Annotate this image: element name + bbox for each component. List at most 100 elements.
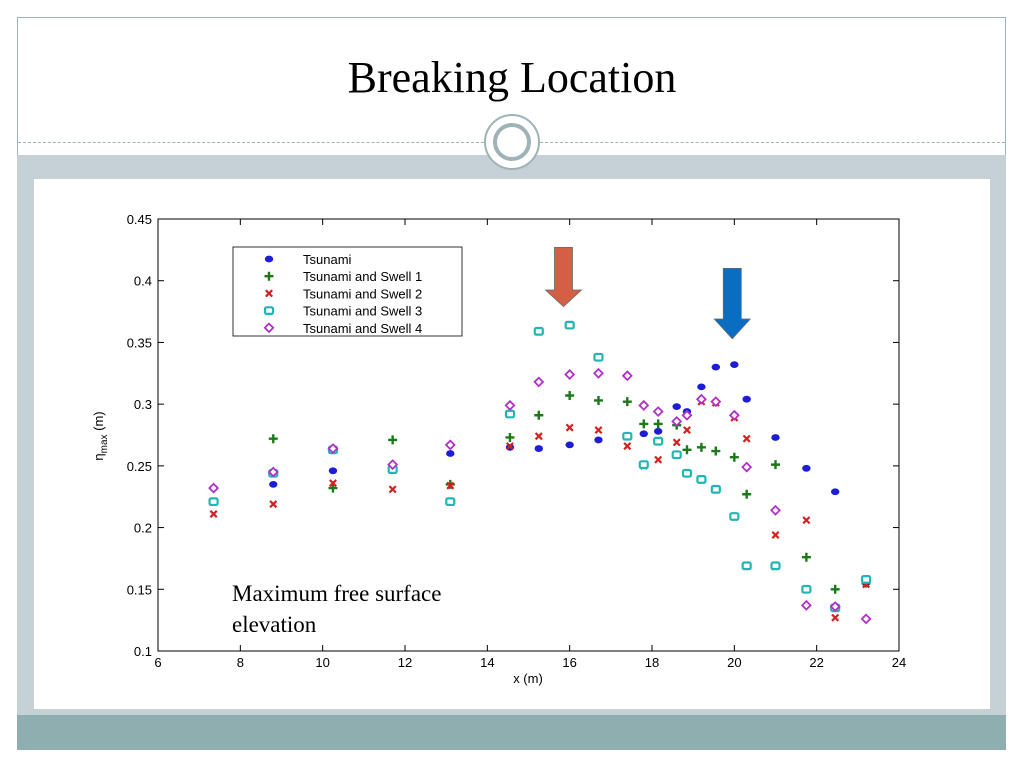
axis-ticks: 6 8 10 12 14 16 18 20 22 24 0.1 0.15 0.2 0.25 0.3 0.35 0…	[127, 212, 907, 670]
data-point	[388, 435, 398, 445]
data-point	[771, 460, 780, 470]
data-point	[639, 430, 648, 438]
x-axis-label: x (m)	[513, 671, 543, 686]
data-point	[328, 483, 338, 493]
data-point	[741, 461, 753, 473]
data-point	[504, 399, 516, 411]
data-point	[328, 467, 338, 475]
slide-title: Breaking Location	[347, 53, 677, 102]
data-point	[505, 432, 515, 442]
data-point	[860, 575, 872, 584]
y-tick-label: 0.4	[134, 274, 152, 289]
data-point	[269, 500, 278, 509]
data-point	[730, 361, 739, 369]
arrow-down-icon	[544, 246, 583, 308]
legend-label: Tsunami and Swell 1	[303, 269, 422, 284]
data-point	[208, 482, 220, 494]
data-point	[741, 561, 752, 571]
data-point	[672, 438, 681, 447]
legend: Tsunami Tsunami and Swell 1 Tsunami and Sw…	[232, 246, 463, 337]
data-point	[681, 468, 693, 478]
data-point	[652, 406, 664, 418]
data-point	[564, 320, 575, 330]
data-point	[565, 423, 574, 432]
data-point	[565, 441, 574, 449]
data-point	[534, 445, 543, 452]
legend-label: Tsunami and Swell 4	[303, 321, 422, 336]
data-point	[711, 446, 721, 456]
data-point	[671, 415, 683, 427]
y-tick-label: 0.3	[134, 397, 152, 412]
data-point	[269, 480, 278, 488]
data-point	[801, 584, 812, 594]
data-point	[327, 443, 339, 455]
data-point	[594, 426, 603, 435]
data-point	[770, 504, 781, 516]
data-point	[653, 436, 664, 446]
data-point	[267, 466, 279, 478]
data-point	[504, 409, 516, 419]
data-point	[534, 432, 543, 441]
legend-label: Tsunami and Swell 3	[303, 304, 422, 319]
legend-label: Tsunami	[303, 252, 352, 267]
data-point	[742, 395, 751, 403]
x-tick-label: 20	[727, 655, 741, 670]
data-point	[639, 419, 649, 429]
legend-marker	[264, 271, 274, 281]
x-tick-label: 16	[562, 655, 576, 670]
data-point	[446, 450, 455, 457]
data-point	[594, 436, 603, 444]
data-point	[387, 459, 399, 471]
arrow-down-icon	[713, 267, 752, 340]
y-tick-label: 0.45	[127, 212, 152, 227]
legend-marker	[265, 289, 273, 298]
x-tick-label: 24	[892, 655, 906, 670]
data-point	[830, 488, 840, 496]
x-tick-label: 18	[645, 655, 659, 670]
data-point	[697, 383, 706, 391]
data-point	[770, 561, 781, 571]
data-point	[209, 510, 218, 518]
x-tick-label: 12	[398, 655, 412, 670]
data-point	[623, 442, 632, 451]
data-point	[622, 397, 632, 407]
data-points	[208, 320, 872, 625]
data-point	[593, 395, 603, 405]
data-point	[593, 352, 604, 362]
data-point	[800, 599, 812, 611]
data-point	[802, 464, 811, 472]
data-point	[681, 409, 693, 421]
data-point	[711, 363, 721, 371]
data-point	[671, 450, 682, 460]
data-point	[696, 442, 706, 452]
data-point	[829, 601, 841, 613]
data-point	[802, 516, 811, 525]
data-point	[593, 367, 604, 379]
data-point	[564, 369, 576, 380]
data-point	[653, 427, 663, 435]
data-point	[444, 439, 456, 451]
annotation-arrows	[544, 246, 752, 340]
data-point	[268, 434, 278, 444]
data-point	[710, 484, 721, 494]
legend-marker	[263, 306, 275, 315]
data-point	[695, 393, 707, 405]
data-point	[860, 613, 872, 625]
data-point	[638, 460, 649, 470]
x-tick-label: 8	[237, 655, 244, 670]
x-tick-label: 6	[154, 655, 161, 670]
data-point	[654, 455, 663, 464]
data-point	[208, 497, 219, 507]
y-axis-label: ηmax (m)	[91, 411, 110, 460]
y-tick-label: 0.25	[127, 459, 152, 474]
data-point	[729, 512, 740, 521]
data-point	[683, 426, 691, 435]
data-point	[533, 376, 545, 388]
data-point	[728, 409, 740, 421]
y-tick-label: 0.1	[134, 644, 152, 659]
data-point	[801, 552, 811, 562]
data-point	[696, 475, 707, 484]
chart-caption: Maximum free surface elevation	[232, 581, 442, 637]
circle-ornament-inner	[493, 123, 531, 161]
